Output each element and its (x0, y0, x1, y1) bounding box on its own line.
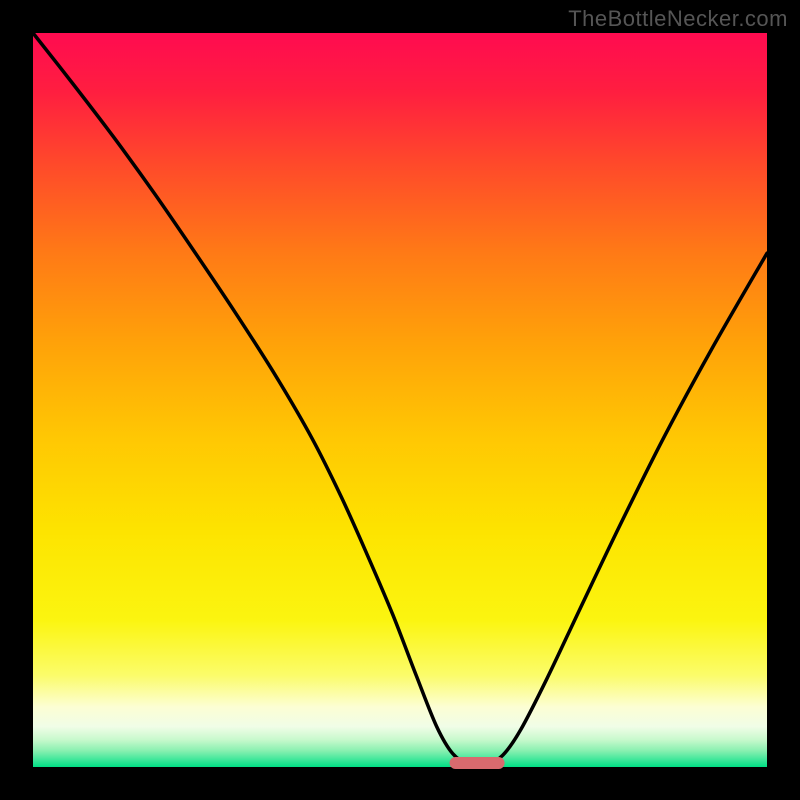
chart-svg (0, 0, 800, 800)
optimal-marker (450, 757, 505, 769)
plot-area (33, 33, 767, 767)
bottleneck-chart: TheBottleNecker.com (0, 0, 800, 800)
watermark-text: TheBottleNecker.com (568, 6, 788, 32)
